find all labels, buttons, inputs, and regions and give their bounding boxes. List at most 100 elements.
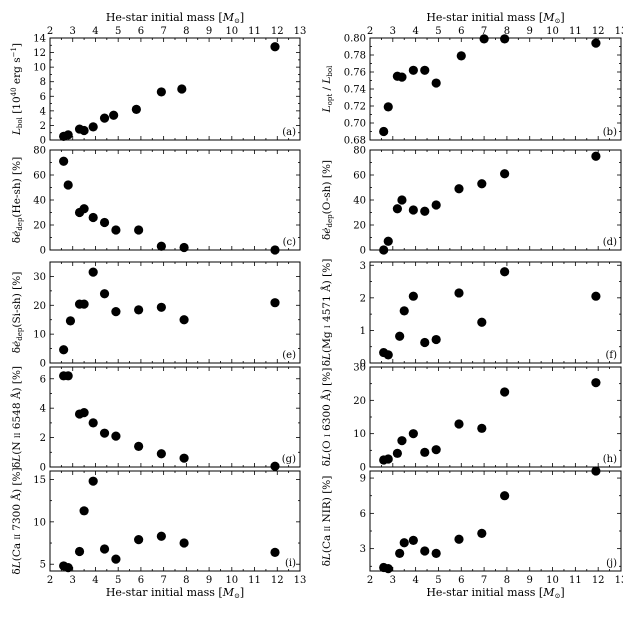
data-point bbox=[454, 534, 464, 544]
panel-frame bbox=[49, 366, 301, 468]
data-point bbox=[65, 316, 76, 326]
x-tick-label: 12 bbox=[271, 26, 284, 37]
x-tick-label: 5 bbox=[115, 26, 121, 37]
y-tick-label: 14 bbox=[33, 34, 46, 45]
data-point bbox=[177, 84, 187, 94]
x-axis-label: He-star initial mass [M⊙] bbox=[106, 11, 244, 25]
panel-frame bbox=[369, 149, 622, 251]
y-tick-label: 0 bbox=[360, 359, 366, 370]
data-point bbox=[79, 407, 89, 418]
data-point bbox=[456, 51, 466, 61]
data-point bbox=[179, 453, 189, 463]
x-tick-label: 9 bbox=[527, 575, 533, 586]
data-point bbox=[500, 387, 510, 397]
y-tick-label: 20 bbox=[353, 221, 366, 232]
y-axis-label: Lopt / Lbol bbox=[321, 65, 334, 113]
y-tick-label: 60 bbox=[353, 171, 366, 182]
data-point bbox=[479, 34, 489, 44]
data-point bbox=[111, 307, 121, 317]
x-tick-label: 12 bbox=[592, 575, 605, 586]
data-point bbox=[591, 151, 601, 161]
data-point bbox=[270, 298, 280, 308]
data-point bbox=[397, 72, 407, 82]
x-tick-label: 10 bbox=[546, 26, 559, 37]
data-point bbox=[383, 350, 393, 360]
data-point bbox=[431, 200, 441, 210]
data-point bbox=[500, 169, 510, 179]
data-point bbox=[270, 461, 280, 471]
y-axis-label: δL(Mg I 4571 Å) [%] bbox=[319, 259, 333, 367]
x-tick-label: 13 bbox=[294, 575, 307, 586]
panel-d: 0 20 40 60 80 δėdep(O-sh) [%] (d) bbox=[321, 146, 622, 257]
y-tick-label: 10 bbox=[33, 63, 46, 74]
panel-tag: (f) bbox=[605, 350, 617, 361]
x-tick-label: 10 bbox=[225, 26, 238, 37]
y-tick-label: 6 bbox=[40, 92, 46, 103]
data-point bbox=[99, 113, 110, 123]
data-point bbox=[109, 110, 119, 120]
data-point bbox=[454, 288, 464, 298]
y-tick-label: 0 bbox=[40, 463, 46, 474]
y-tick-label: 12 bbox=[33, 48, 46, 59]
data-point bbox=[99, 428, 110, 438]
y-tick-label: 30 bbox=[33, 272, 46, 283]
y-tick-label: 9 bbox=[360, 474, 366, 485]
x-tick-label: 6 bbox=[138, 26, 144, 37]
panel-frame bbox=[369, 366, 622, 468]
data-point bbox=[408, 291, 418, 301]
y-tick-label: 0.74 bbox=[344, 85, 366, 96]
data-point bbox=[477, 423, 487, 433]
y-tick-label: 0.70 bbox=[344, 119, 366, 130]
data-point bbox=[79, 204, 89, 214]
data-point bbox=[477, 179, 487, 189]
data-point bbox=[88, 122, 98, 132]
panel-i: 5 10 15 2 3 4 5 6 7 8 9 10 11 12 13 He-star initial mas… bbox=[9, 467, 306, 600]
y-axis-label: δėdep(O-sh) [%] bbox=[321, 160, 334, 240]
panel-tag: (e) bbox=[282, 350, 296, 361]
y-axis-label: δL(Ca II 7300 Å) [%] bbox=[9, 467, 23, 574]
y-axis-label: δL(N II 6548 Å) [%] bbox=[9, 366, 23, 468]
x-tick-label: 2 bbox=[367, 26, 373, 37]
x-tick-label: 7 bbox=[481, 575, 487, 586]
data-point bbox=[88, 267, 98, 277]
data-point bbox=[379, 245, 389, 255]
x-tick-label: 13 bbox=[294, 26, 307, 37]
data-point bbox=[383, 236, 393, 246]
x-tick-label: 2 bbox=[47, 575, 53, 586]
y-tick-label: 2 bbox=[40, 433, 46, 444]
x-tick-label: 6 bbox=[458, 575, 464, 586]
y-tick-label: 0.68 bbox=[344, 136, 366, 147]
x-tick-label: 5 bbox=[435, 575, 441, 586]
y-axis-label: δėdep(Si-sh) [%] bbox=[11, 272, 24, 354]
y-tick-label: 20 bbox=[353, 396, 366, 407]
panel-tag: (b) bbox=[603, 127, 617, 138]
y-tick-label: 0.72 bbox=[344, 102, 366, 113]
data-point bbox=[88, 418, 98, 428]
x-axis-label: He-star initial mass [M⊙] bbox=[426, 11, 564, 25]
panel-g: 0 2 4 6 δL(N II 6548 Å) [%] (g) bbox=[9, 366, 301, 474]
x-tick-label: 11 bbox=[248, 575, 261, 586]
x-tick-label: 8 bbox=[504, 575, 510, 586]
x-tick-label: 7 bbox=[481, 26, 487, 37]
y-tick-label: 60 bbox=[33, 171, 46, 182]
y-tick-label: 40 bbox=[353, 196, 366, 207]
data-point bbox=[399, 306, 409, 316]
panel-e: 0 10 20 30 δėdep(Si-sh) [%] (e) bbox=[11, 261, 301, 370]
x-tick-label: 3 bbox=[390, 575, 396, 586]
y-axis-label: Lbol [1040 erg s−1] bbox=[10, 43, 24, 136]
x-tick-label: 10 bbox=[546, 575, 559, 586]
y-tick-label: 6 bbox=[360, 509, 366, 520]
y-tick-label: 8 bbox=[40, 77, 46, 88]
data-point bbox=[500, 491, 510, 501]
y-tick-label: 4 bbox=[40, 106, 46, 117]
data-point bbox=[156, 87, 166, 97]
data-point bbox=[74, 546, 85, 557]
data-point bbox=[397, 436, 407, 446]
x-tick-label: 2 bbox=[367, 575, 373, 586]
x-tick-label: 7 bbox=[160, 26, 166, 37]
y-tick-label: 10 bbox=[33, 517, 46, 528]
data-point bbox=[179, 315, 189, 325]
y-tick-label: 15 bbox=[33, 475, 46, 486]
data-point bbox=[79, 125, 89, 136]
